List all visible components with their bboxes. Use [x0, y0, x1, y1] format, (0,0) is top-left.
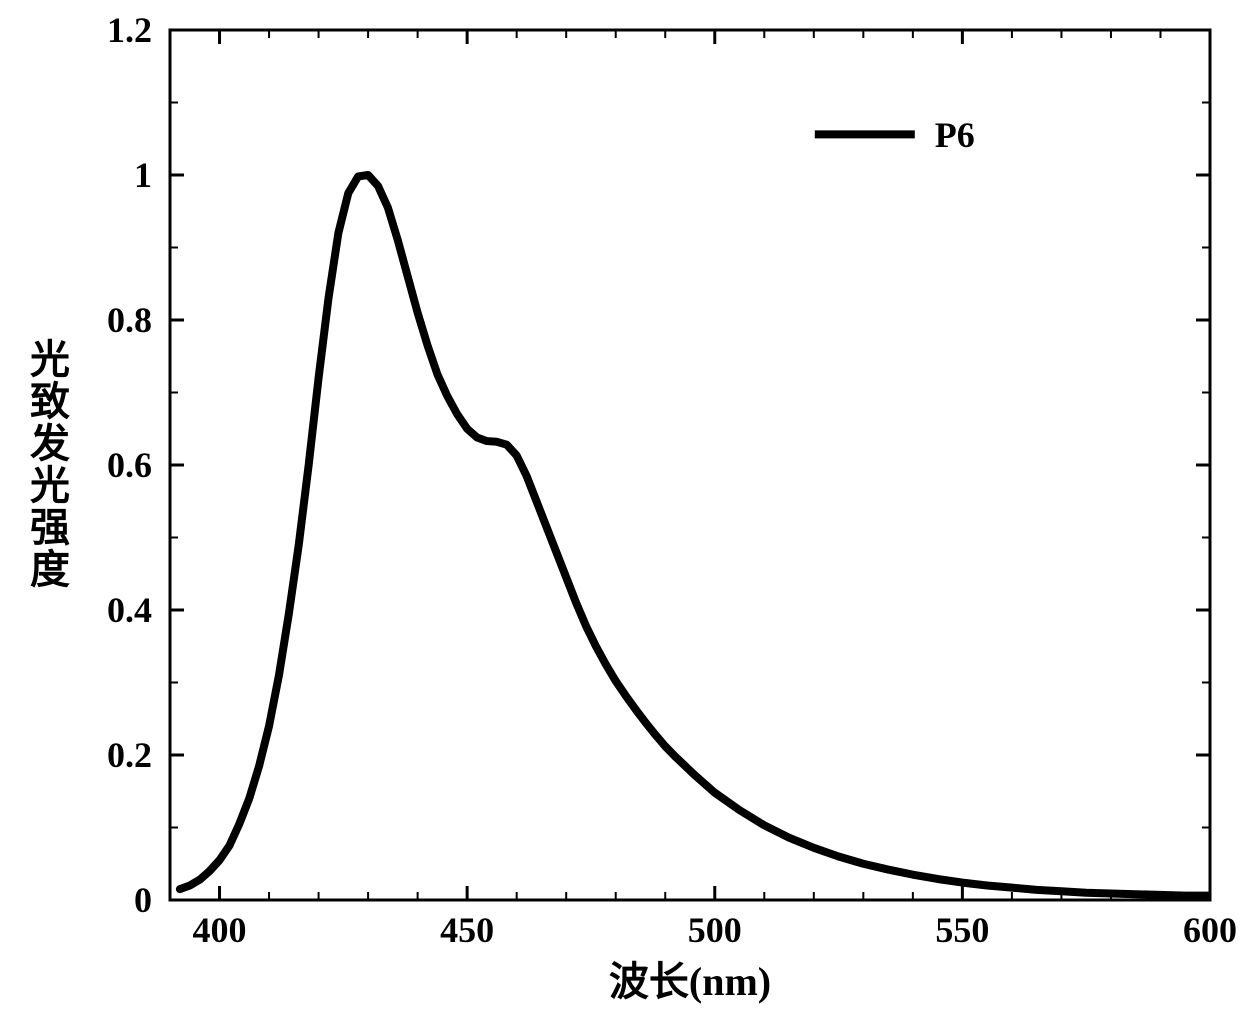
chart-svg: 400 450 500 550 600 0 0.2 0.4 0.6 0.8 1 1.2 波长(nm) 光致…	[0, 0, 1240, 1030]
y-tick-label: 0.2	[107, 735, 152, 775]
chart-background	[0, 0, 1240, 1030]
x-tick-label: 400	[193, 910, 247, 950]
x-axis-title: 波长(nm)	[609, 959, 771, 1004]
y-tick-label: 1	[134, 155, 152, 195]
y-tick-label: 1.2	[107, 10, 152, 50]
y-tick-label: 0.6	[107, 445, 152, 485]
y-tick-label: 0	[134, 880, 152, 920]
legend-label: P6	[935, 115, 975, 155]
pl-spectrum-chart: 400 450 500 550 600 0 0.2 0.4 0.6 0.8 1 1.2 波长(nm) 光致…	[0, 0, 1240, 1030]
y-tick-label: 0.8	[107, 300, 152, 340]
x-tick-label: 500	[688, 910, 742, 950]
y-tick-label: 0.4	[107, 590, 152, 630]
x-tick-label: 450	[440, 910, 494, 950]
x-tick-label: 600	[1183, 910, 1237, 950]
y-axis-title: 光致发光强度	[30, 337, 70, 592]
x-tick-label: 550	[935, 910, 989, 950]
